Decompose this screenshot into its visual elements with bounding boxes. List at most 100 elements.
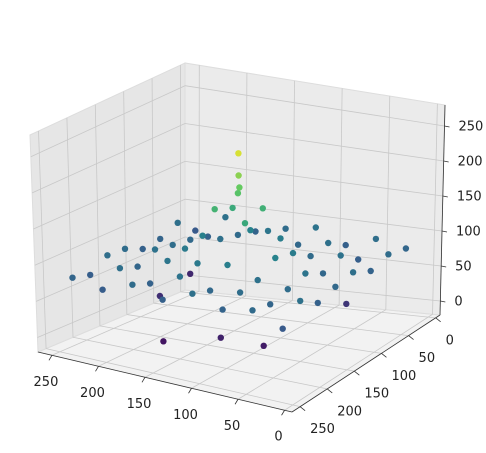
point xyxy=(367,267,374,275)
point xyxy=(402,245,410,252)
grid-line xyxy=(94,104,101,326)
point xyxy=(247,227,254,234)
tick-mark xyxy=(408,335,414,340)
tick-label: 150 xyxy=(457,190,482,205)
tick-label: 0 xyxy=(446,333,454,348)
point xyxy=(99,286,106,293)
axis-line xyxy=(439,104,446,316)
back-pane xyxy=(184,62,446,316)
grid-line xyxy=(38,131,47,349)
point xyxy=(312,224,319,231)
grid-line xyxy=(385,96,391,310)
point xyxy=(181,245,189,252)
point xyxy=(325,239,332,247)
grid-line xyxy=(432,103,438,315)
point xyxy=(385,251,392,258)
grid-line xyxy=(237,309,387,400)
tick-label: 200 xyxy=(458,155,483,170)
point xyxy=(104,252,111,259)
point xyxy=(169,241,176,249)
point xyxy=(277,235,284,242)
point xyxy=(159,296,166,303)
tick-mark xyxy=(299,406,306,411)
grid-line xyxy=(51,291,200,356)
points xyxy=(69,150,410,349)
grid-line xyxy=(72,336,328,390)
point xyxy=(355,256,362,263)
axis-line xyxy=(291,314,441,413)
tick-label: 50 xyxy=(419,351,436,366)
grid-line xyxy=(123,91,128,315)
point xyxy=(343,300,350,308)
point xyxy=(264,227,272,235)
point xyxy=(174,219,181,226)
axis-line xyxy=(37,351,293,413)
tick-label: 100 xyxy=(391,369,416,384)
tick-mark xyxy=(381,353,387,358)
point xyxy=(187,270,194,277)
grid-line xyxy=(66,117,74,338)
point xyxy=(234,190,242,197)
point xyxy=(187,236,194,243)
grid-line xyxy=(184,160,443,197)
tick-label: 200 xyxy=(337,404,362,419)
point xyxy=(217,334,224,341)
point xyxy=(189,290,196,297)
tick-label: 50 xyxy=(455,260,472,275)
point xyxy=(204,233,212,240)
point xyxy=(236,184,243,191)
point xyxy=(121,245,129,252)
tick-mark xyxy=(440,300,446,303)
tick-mark xyxy=(95,366,99,372)
grid-line xyxy=(292,80,295,301)
grid-line xyxy=(153,302,409,337)
grid-line xyxy=(184,85,445,127)
point xyxy=(224,261,231,269)
grid-line xyxy=(245,72,248,296)
point xyxy=(282,225,289,232)
point xyxy=(235,150,242,157)
point xyxy=(139,245,146,253)
point xyxy=(297,297,304,305)
grid-line xyxy=(37,274,186,338)
point xyxy=(235,172,242,179)
point xyxy=(219,306,226,313)
point xyxy=(302,270,309,277)
tick-mark xyxy=(141,377,146,383)
point xyxy=(259,205,266,212)
point xyxy=(151,246,159,253)
point xyxy=(279,325,286,332)
tick-label: 250 xyxy=(310,422,335,437)
point xyxy=(249,307,256,314)
point xyxy=(314,299,321,307)
point xyxy=(194,260,201,267)
point xyxy=(176,273,184,280)
grid-line xyxy=(184,198,443,232)
point xyxy=(229,204,236,212)
point xyxy=(342,241,349,249)
tick-label: 150 xyxy=(364,387,389,402)
point xyxy=(372,235,380,243)
point xyxy=(241,220,249,227)
tick-mark xyxy=(234,399,239,405)
tick-label: 100 xyxy=(456,225,481,240)
point xyxy=(217,235,224,243)
grid-line xyxy=(126,314,382,354)
tick-label: 50 xyxy=(224,419,241,434)
grid-line xyxy=(31,123,186,194)
tick-mark xyxy=(442,195,448,198)
point xyxy=(157,235,164,243)
tick-label: 0 xyxy=(274,430,282,445)
point xyxy=(236,289,244,296)
point xyxy=(267,301,274,308)
point xyxy=(252,228,259,235)
grid-line xyxy=(30,85,186,158)
tick-mark xyxy=(281,410,285,416)
point xyxy=(284,286,291,293)
point xyxy=(337,252,344,259)
point xyxy=(211,206,218,213)
point xyxy=(192,227,199,234)
point xyxy=(164,257,171,265)
point xyxy=(116,265,124,272)
